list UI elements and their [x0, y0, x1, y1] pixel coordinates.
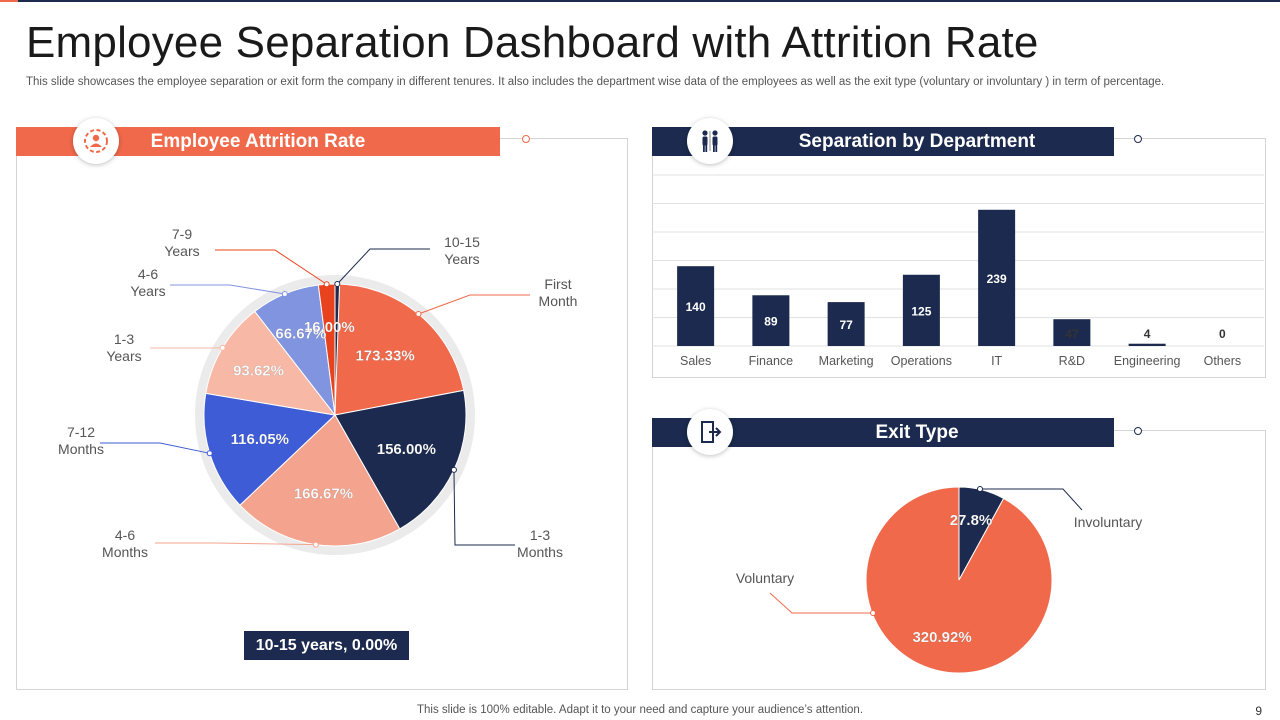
attrition-panel [16, 138, 628, 690]
top-rule [0, 0, 1280, 2]
department-panel [652, 138, 1266, 378]
people-icon [687, 118, 733, 164]
footer-note: This slide is 100% editable. Adapt it to… [416, 704, 864, 716]
attrition-summary-box: 10-15 years, 0.00% [244, 631, 409, 660]
exit-door-icon [687, 409, 733, 455]
attrition-panel-dot [522, 135, 530, 143]
people-gear-icon [73, 118, 119, 164]
page-subtitle: This slide showcases the employee separa… [26, 76, 1165, 88]
top-rule-accent [0, 0, 18, 2]
exit-panel [652, 430, 1266, 690]
page-title: Employee Separation Dashboard with Attri… [26, 18, 1039, 67]
page-number: 9 [1255, 704, 1262, 718]
department-panel-dot [1134, 135, 1142, 143]
exit-panel-dot [1134, 427, 1142, 435]
